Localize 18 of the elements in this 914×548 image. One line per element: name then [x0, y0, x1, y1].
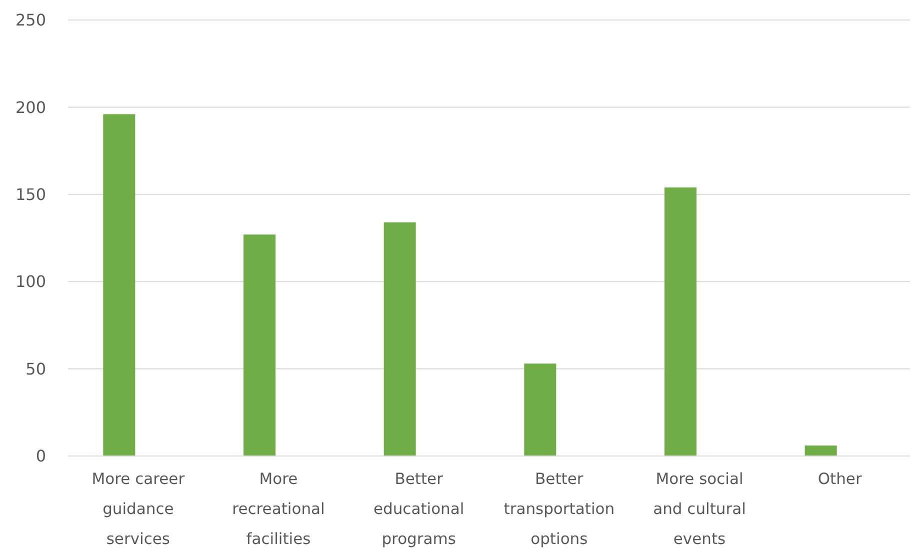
y-tick-label: 0 — [36, 446, 46, 466]
bar — [524, 364, 556, 456]
y-tick-label: 150 — [15, 185, 46, 204]
x-tick-label: More career guidance services — [92, 470, 186, 548]
x-tick-label: More recreational facilities — [232, 470, 325, 548]
x-tick-label: Better educational programs — [373, 470, 464, 548]
y-tick-label: 100 — [15, 272, 46, 292]
y-tick-label: 250 — [15, 10, 46, 30]
x-tick-label: More social and cultural events — [653, 470, 746, 548]
bar — [804, 446, 837, 456]
y-tick-label: 200 — [15, 98, 46, 117]
y-tick-label: 50 — [26, 359, 46, 378]
bar — [103, 114, 136, 456]
bar — [244, 234, 276, 456]
bar — [384, 222, 416, 456]
x-tick-label: Better transportation options — [504, 470, 615, 548]
bar — [664, 187, 696, 456]
x-tick-label: Other — [818, 470, 862, 488]
